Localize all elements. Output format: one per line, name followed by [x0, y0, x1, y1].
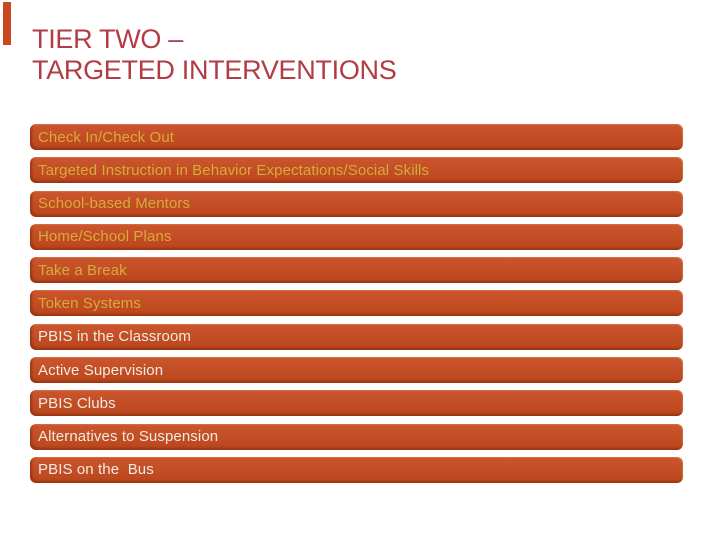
corner-accent-bar — [3, 2, 11, 45]
intervention-item: Active Supervision — [30, 357, 683, 384]
intervention-item: PBIS in the Classroom — [30, 323, 683, 350]
intervention-label: School-based Mentors — [38, 195, 191, 213]
intervention-label: Home/School Plans — [38, 228, 172, 246]
intervention-label: PBIS on the Bus — [38, 461, 154, 479]
interventions-list: Check In/Check Out Targeted Instruction … — [30, 124, 683, 483]
intervention-item: Token Systems — [30, 290, 683, 317]
slide-title: TIER TWO – TARGETED INTERVENTIONS — [32, 24, 397, 86]
intervention-item: PBIS on the Bus — [30, 456, 683, 483]
intervention-item: Home/School Plans — [30, 223, 683, 250]
intervention-item: Take a Break — [30, 257, 683, 284]
intervention-label: Targeted Instruction in Behavior Expecta… — [38, 161, 430, 179]
intervention-label: Take a Break — [38, 261, 127, 279]
intervention-item: PBIS Clubs — [30, 390, 683, 417]
intervention-label: Token Systems — [38, 294, 142, 312]
intervention-label: PBIS in the Classroom — [38, 328, 191, 346]
intervention-label: PBIS Clubs — [38, 394, 116, 412]
intervention-item: School-based Mentors — [30, 190, 683, 217]
slide-title-line2: TARGETED INTERVENTIONS — [32, 55, 397, 85]
intervention-item: Targeted Instruction in Behavior Expecta… — [30, 157, 683, 184]
intervention-label: Check In/Check Out — [38, 128, 175, 146]
intervention-label: Active Supervision — [38, 361, 164, 379]
slide-title-line1: TIER TWO – — [32, 24, 184, 54]
intervention-item: Alternatives to Suspension — [30, 423, 683, 450]
intervention-item: Check In/Check Out — [30, 124, 683, 150]
intervention-label: Alternatives to Suspension — [38, 428, 219, 446]
